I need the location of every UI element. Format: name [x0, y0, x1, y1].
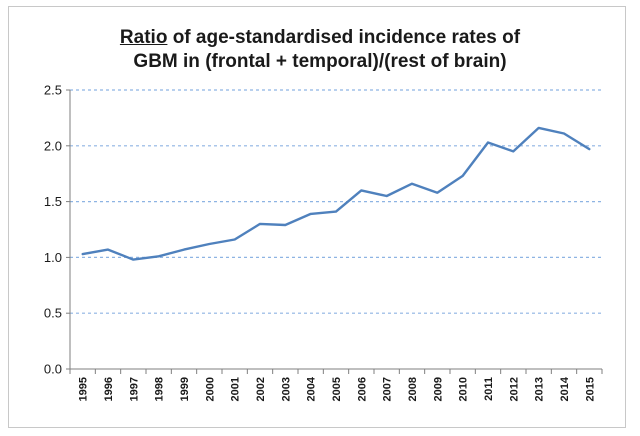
x-tick-label-2006: 2006: [356, 377, 368, 401]
axes: [66, 89, 603, 374]
x-tick-label-2004: 2004: [306, 376, 318, 401]
y-tick-label-1.0: 1.0: [44, 250, 62, 265]
x-tick-label-2014: 2014: [559, 376, 571, 401]
x-tick-label-1997: 1997: [128, 377, 140, 401]
grid-lines: [70, 89, 602, 314]
x-tick-label-2003: 2003: [280, 377, 292, 401]
chart-title: Ratio of age-standardised incidence rate…: [0, 26, 640, 74]
chart-title-line-1: Ratio of age-standardised incidence rate…: [0, 26, 640, 50]
x-tick-label-2007: 2007: [382, 377, 394, 401]
x-tick-label-2000: 2000: [204, 377, 216, 401]
x-tick-label-2012: 2012: [508, 377, 520, 401]
x-tick-label-2013: 2013: [534, 377, 546, 401]
series-line-0: [81, 126, 591, 261]
x-tick-labels: 1995 1996 1997 1998 1999 2000 2001 2002 2003 2004…: [78, 376, 597, 401]
x-tick-label-2010: 2010: [458, 377, 470, 401]
x-tick-label-1995: 1995: [78, 377, 90, 401]
chart-title-ratio: Ratio: [119, 27, 168, 48]
y-tick-label-1.5: 1.5: [44, 194, 62, 209]
x-tick-label-1999: 1999: [179, 377, 191, 401]
chart-title-line-2: GBM in (frontal + temporal)/(rest of bra…: [133, 51, 507, 72]
x-tick-label-2002: 2002: [255, 377, 267, 401]
chart-frame: [8, 6, 626, 428]
x-tick-label-2011: 2011: [483, 377, 495, 401]
x-tick-label-2001: 2001: [230, 377, 242, 401]
y-tick-labels: 0.0 0.5 1.0 1.5 2.0 2.5: [44, 83, 62, 377]
y-tick-label-2.0: 2.0: [44, 138, 62, 153]
x-tick-label-2009: 2009: [432, 377, 444, 401]
chart-title-rest: of age-standardised incidence rates of: [167, 27, 521, 48]
x-tick-label-2008: 2008: [407, 377, 419, 401]
x-tick-label-2015: 2015: [584, 377, 596, 401]
y-tick-label-2.5: 2.5: [44, 83, 62, 98]
x-tick-label-2005: 2005: [331, 377, 343, 401]
y-tick-label-0.0: 0.0: [44, 362, 62, 377]
y-tick-label-0.5: 0.5: [44, 306, 62, 321]
x-tick-label-1998: 1998: [154, 377, 166, 401]
x-tick-label-1996: 1996: [103, 377, 115, 401]
series-layer: [81, 126, 591, 261]
